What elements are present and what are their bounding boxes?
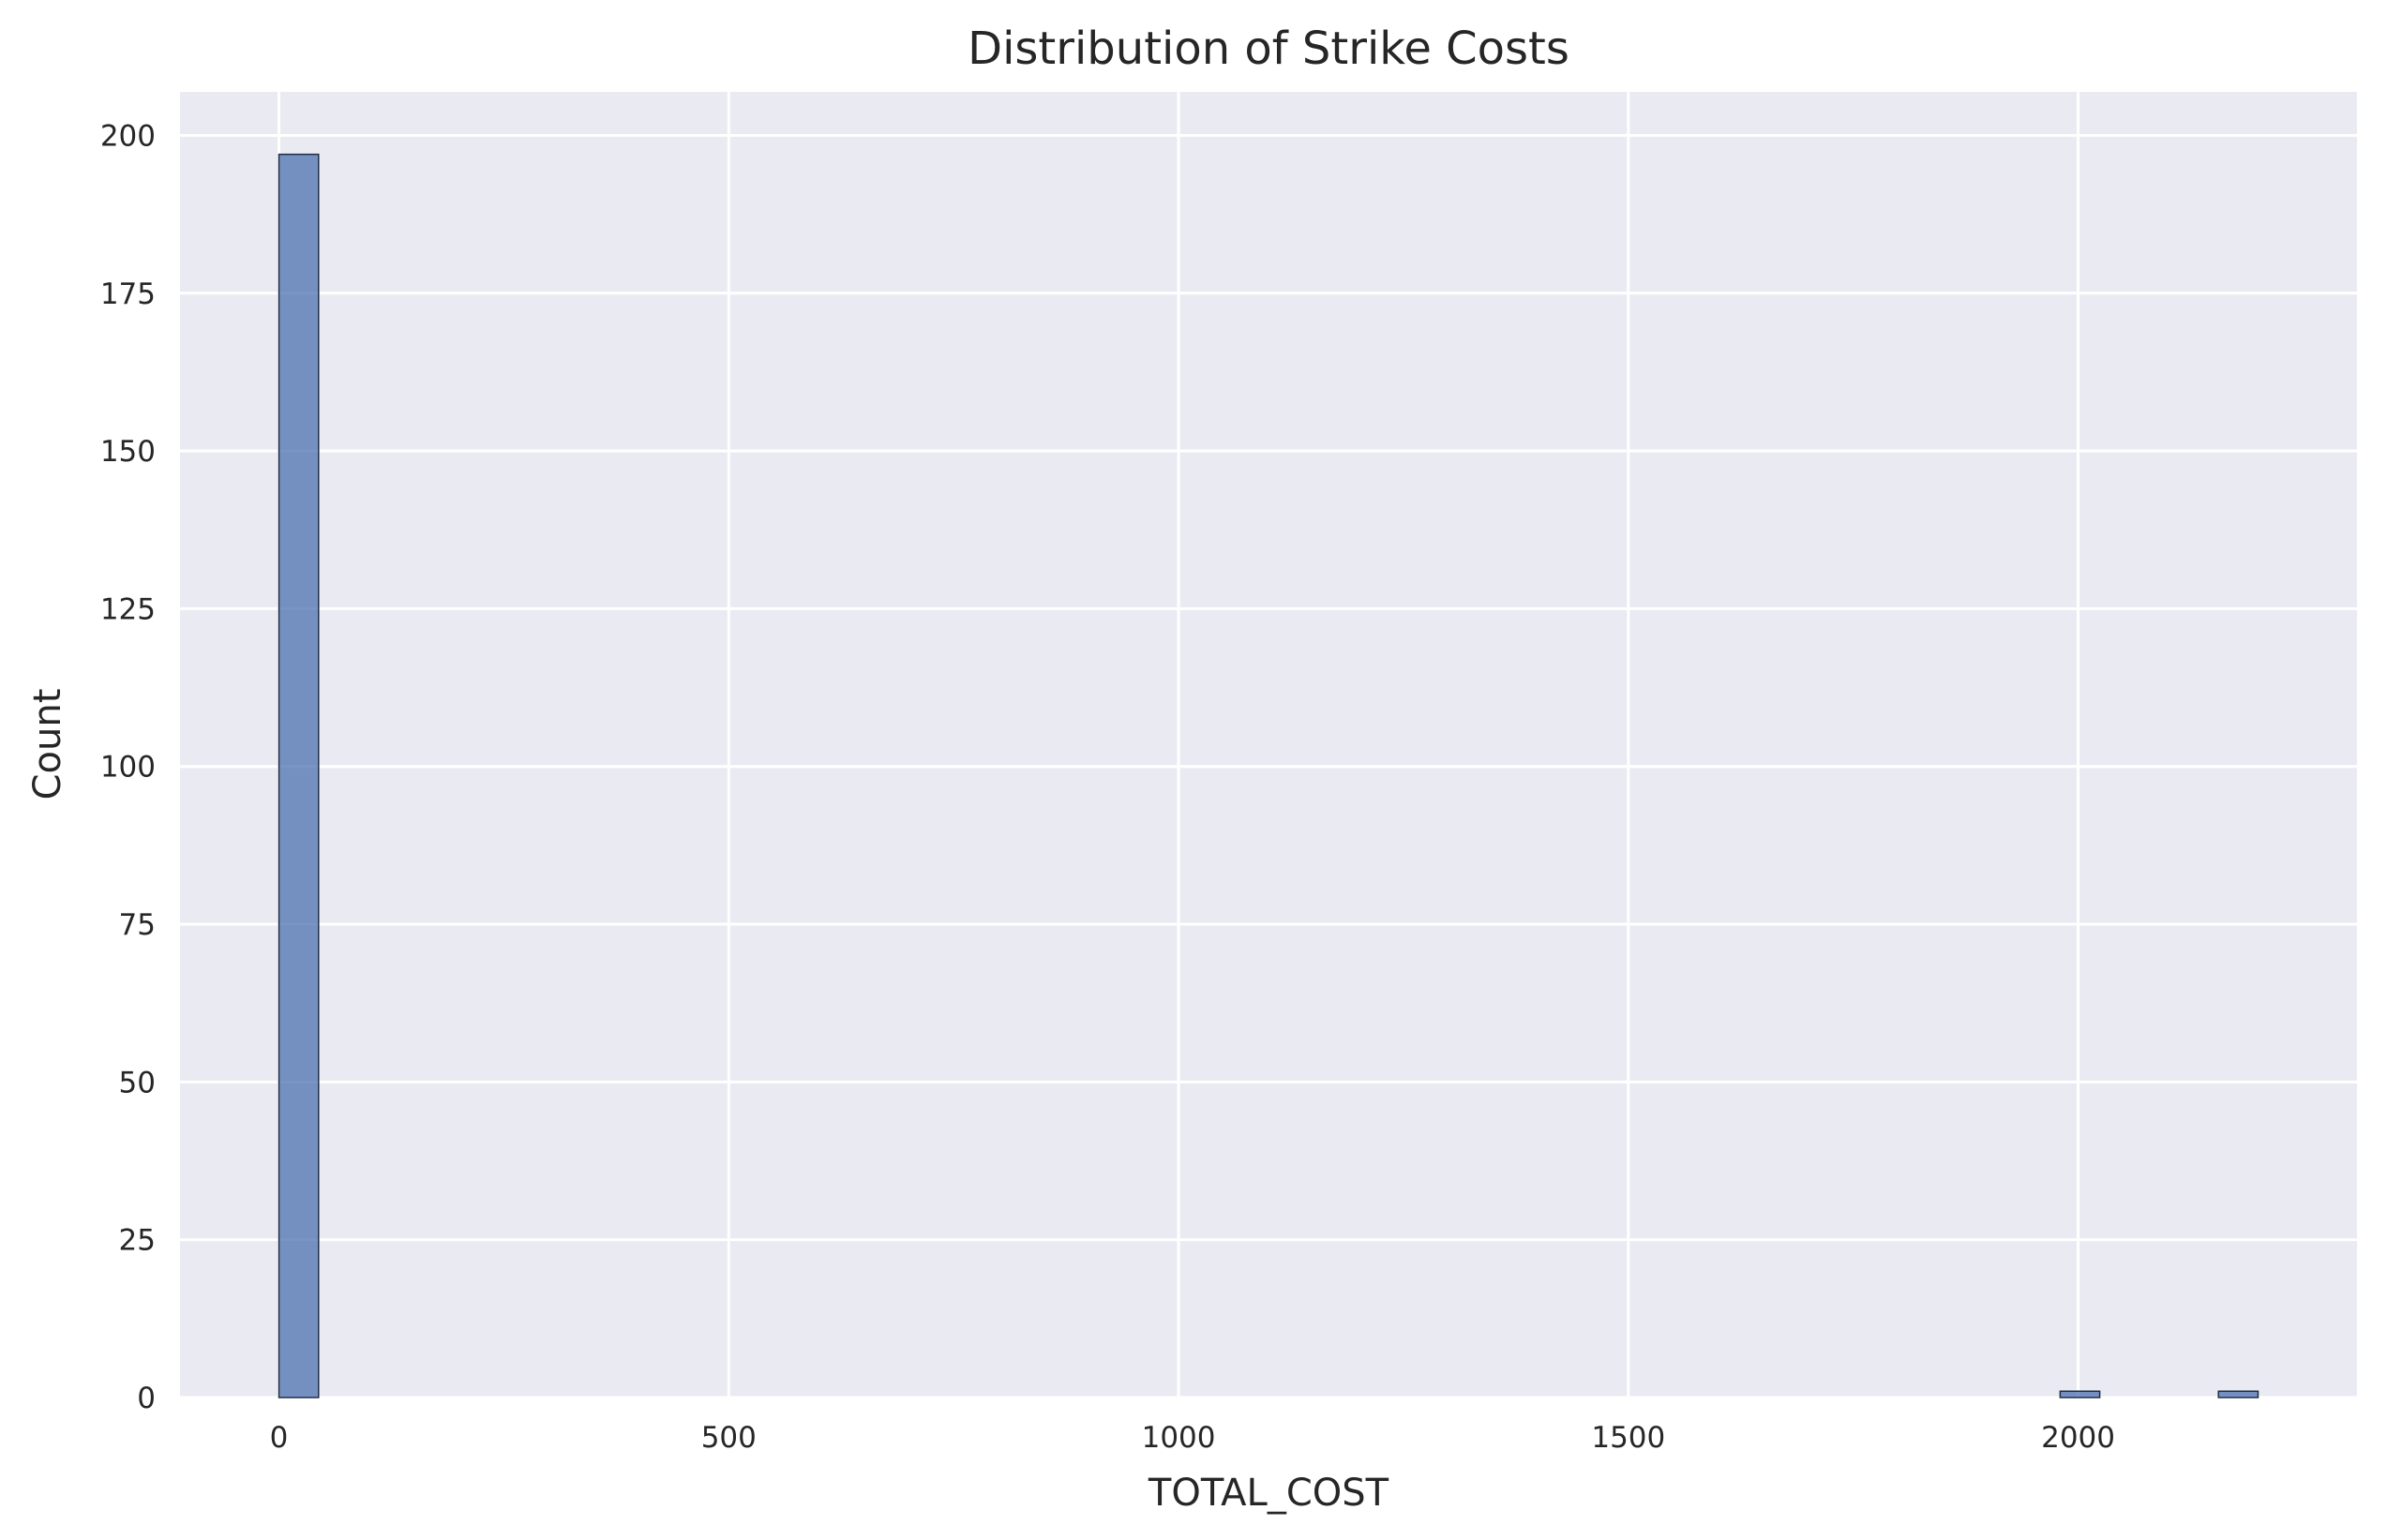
- y-tick-label: 200: [100, 119, 156, 153]
- y-tick-label: 150: [100, 435, 156, 469]
- y-tick-label: 125: [100, 592, 156, 626]
- y-tick-label: 100: [100, 751, 156, 785]
- plot-area: [180, 92, 2357, 1398]
- histogram-bars: [278, 153, 2259, 1398]
- y-tick-labels: 0 25 50 75 100 125 150 175 200: [100, 119, 156, 1415]
- x-tick-labels: 0 500 1000 1500 2000: [270, 1421, 2115, 1455]
- y-tick-label: 25: [119, 1224, 156, 1258]
- y-tick-label: 0: [137, 1382, 156, 1415]
- grid-lines: [180, 92, 2357, 1399]
- y-tick-label: 50: [119, 1066, 156, 1099]
- histogram-bar: [2059, 1390, 2101, 1398]
- x-tick-label: 500: [701, 1421, 757, 1455]
- x-tick-label: 2000: [2041, 1421, 2115, 1455]
- x-tick-label: 1500: [1591, 1421, 1665, 1455]
- x-tick-label: 1000: [1142, 1421, 1216, 1455]
- chart-title: Distribution of Strike Costs: [968, 22, 1569, 75]
- x-tick-label: 0: [270, 1421, 289, 1455]
- y-tick-label: 175: [100, 277, 156, 311]
- histogram-bar: [2217, 1390, 2259, 1398]
- y-axis-label: Count: [26, 689, 69, 800]
- x-axis-label: TOTAL_COST: [1148, 1472, 1389, 1515]
- histogram-bar: [278, 153, 320, 1398]
- y-tick-label: 75: [119, 908, 156, 942]
